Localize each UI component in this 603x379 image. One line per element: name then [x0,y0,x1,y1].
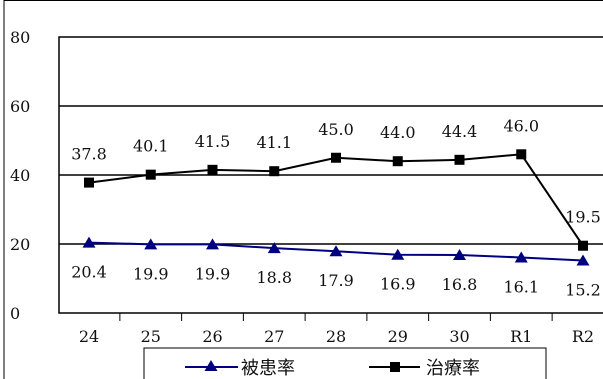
data-point-square [516,149,527,160]
data-point-triangle [144,238,158,250]
y-tick-label: 20 [10,235,30,254]
legend-label-series-1: 被患率 [241,358,295,379]
y-tick-label: 40 [10,166,30,185]
legend-marker-triangle [204,360,218,371]
data-point-square [207,164,218,175]
data-label: 16.1 [503,277,539,296]
data-point-triangle [514,251,528,263]
legend: 被患率 治療率 [143,347,547,379]
y-tick-label: 80 [10,28,30,47]
data-point-triangle [391,248,405,260]
x-tick-label: 28 [326,327,346,346]
data-label: 16.9 [380,275,416,294]
data-point-square [392,156,403,167]
data-label: 19.9 [195,264,231,283]
y-tick-label: 0 [10,304,20,323]
data-point-square [269,166,280,177]
data-labels: 20.4 19.9 19.9 18.8 17.9 16.9 16.8 16.1 15.2 37.8… [71,116,601,299]
data-label: 44.0 [380,123,416,142]
data-label: 40.1 [133,137,169,156]
data-point-triangle [329,245,343,257]
data-label: 17.9 [318,271,354,290]
data-label: 18.8 [256,268,292,287]
x-tick-label: 26 [202,327,222,346]
data-label: 19.9 [133,264,169,283]
data-point-triangle [576,254,590,266]
series-lines [82,149,590,266]
data-point-triangle [82,236,96,248]
data-label: 45.0 [318,120,354,139]
x-tick-label: 29 [388,327,408,346]
y-axis-ticks: 0 20 40 60 80 [10,28,30,323]
data-label: 19.5 [565,208,601,227]
data-label: 37.8 [71,145,107,164]
x-tick-label: 25 [141,327,161,346]
y-tick-label: 60 [10,97,30,116]
x-tick-label: 27 [264,327,284,346]
data-label: 15.2 [565,281,601,300]
x-axis-ticks: 24 25 26 27 28 29 30 R1 R2 [79,313,594,346]
data-label: 41.1 [256,133,292,152]
data-point-square [331,152,341,163]
legend-marker-square [390,362,400,372]
data-point-square [578,240,588,251]
data-label: 44.4 [442,122,478,141]
legend-label-series-2: 治療率 [426,358,480,379]
data-point-square [454,154,465,165]
data-label: 16.8 [442,275,478,294]
x-tick-label: R2 [572,327,594,346]
data-point-square [84,177,94,188]
x-tick-label: 24 [79,327,99,346]
data-point-triangle [267,242,281,254]
data-point-triangle [206,238,219,250]
data-label: 20.4 [71,263,107,282]
data-point-triangle [453,249,466,261]
x-tick-label: R1 [510,327,532,346]
data-point-square [145,169,156,180]
data-label: 41.5 [195,132,231,151]
data-label: 46.0 [503,116,539,135]
x-tick-label: 30 [449,327,469,346]
legend-box [143,347,547,379]
